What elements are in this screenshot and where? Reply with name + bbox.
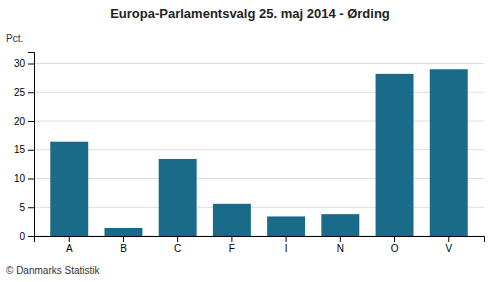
tick-label: N (337, 243, 344, 254)
tick: C (174, 236, 181, 254)
tick-label: B (120, 243, 127, 254)
tick: I (285, 236, 288, 254)
tick-mark (286, 236, 287, 242)
tick-label: 25 (14, 87, 26, 98)
grid-line (34, 121, 484, 122)
tick: F (229, 236, 235, 254)
tick: O (391, 236, 399, 254)
bar (267, 216, 305, 236)
tick: 25 (14, 87, 34, 98)
bar (104, 228, 142, 236)
tick: 0 (19, 231, 34, 242)
tick-mark (28, 92, 34, 93)
tick: 15 (14, 144, 34, 155)
grid-line (34, 92, 484, 93)
tick-mark (28, 179, 34, 180)
tick: B (120, 236, 127, 254)
bar (376, 74, 414, 236)
grid-line (34, 178, 484, 179)
tick-label: V (445, 243, 452, 254)
tick: 5 (19, 202, 34, 213)
tick-mark (28, 64, 34, 65)
bar (213, 204, 251, 236)
tick: V (445, 236, 452, 254)
tick-label: O (391, 243, 399, 254)
tick-mark (28, 150, 34, 151)
tick-label: 30 (14, 58, 26, 69)
tick-label: I (285, 243, 288, 254)
tick: 10 (14, 173, 34, 184)
axis-line (28, 53, 35, 237)
tick-mark (177, 236, 178, 242)
tick-label: 0 (19, 231, 25, 242)
chart: Europa-Parlamentsvalg 25. maj 2014 - Ørd… (0, 0, 500, 282)
title: Europa-Parlamentsvalg 25. maj 2014 - Ørd… (110, 6, 390, 21)
tick-mark (28, 121, 34, 122)
tick-mark (28, 236, 34, 237)
y-axis: 0 5 10 15 20 25 30 (14, 53, 35, 242)
tick-mark (28, 207, 34, 208)
tick: 30 (14, 58, 34, 69)
bar (159, 159, 197, 236)
tick-label: A (66, 243, 73, 254)
tick: N (337, 236, 344, 254)
tick-label: F (229, 243, 235, 254)
tick-mark (448, 236, 449, 242)
tick-label: 5 (19, 202, 25, 213)
tick-label: 20 (14, 116, 26, 127)
x-axis: ABCFINOV (35, 236, 485, 254)
bar (321, 214, 359, 236)
bar (430, 69, 468, 236)
y-axis-title: Pct. (6, 33, 23, 44)
grid-line (34, 207, 484, 208)
grid-line (34, 149, 484, 150)
axis-line (35, 237, 485, 243)
tick-mark (394, 236, 395, 242)
tick-mark (69, 236, 70, 242)
tick-mark (231, 236, 232, 242)
tick: 20 (14, 116, 34, 127)
footer: © Danmarks Statistik (6, 265, 101, 276)
bars (50, 69, 467, 236)
tick: A (66, 236, 73, 254)
bar (50, 142, 88, 236)
grid (34, 64, 484, 237)
tick-label: C (174, 243, 181, 254)
plot: 0 5 10 15 20 25 30 A B C F I N O V (14, 53, 485, 255)
tick-mark (340, 236, 341, 242)
tick-label: 10 (14, 173, 26, 184)
tick-mark (123, 236, 124, 242)
grid-line (34, 63, 484, 64)
tick-label: 15 (14, 144, 26, 155)
